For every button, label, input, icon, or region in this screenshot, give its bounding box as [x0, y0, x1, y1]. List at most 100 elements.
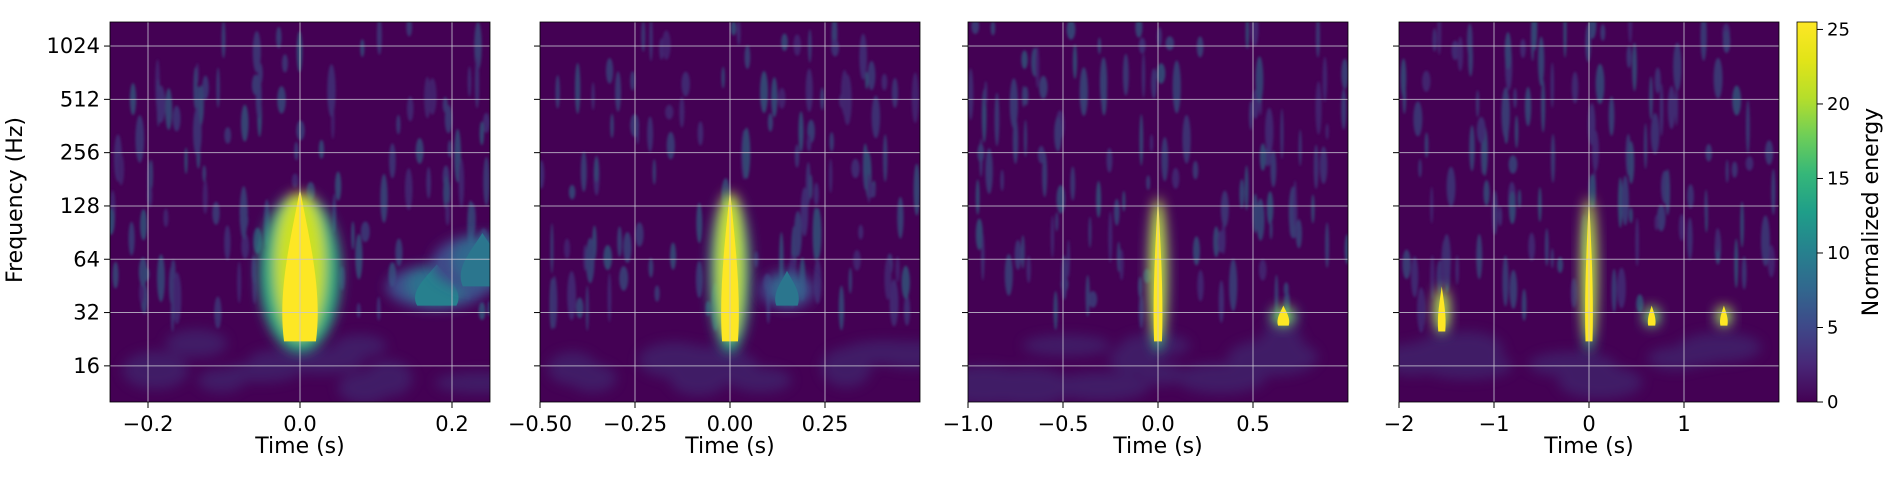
noise-streak [585, 285, 589, 332]
noise-streak [647, 116, 654, 153]
spectrogram-panel-3: −1.0 −0.5 0.0 0.5 Time (s) [943, 21, 1349, 459]
noise-streak [1502, 255, 1509, 307]
noise-streak [172, 272, 182, 324]
noise-streak [1050, 215, 1055, 259]
noise-streak [1674, 87, 1679, 126]
panel-body [110, 22, 490, 402]
haze-patch [1176, 362, 1266, 394]
noise-streak [736, 22, 741, 46]
noise-streak [1293, 180, 1297, 227]
noise-streak [1541, 79, 1546, 133]
noise-streak [635, 222, 644, 247]
noise-streak [1280, 108, 1284, 160]
noise-streak [237, 261, 242, 304]
noise-streak [458, 158, 465, 208]
noise-streak [1771, 168, 1776, 216]
noise-streak [291, 173, 299, 188]
noise-streak [829, 132, 834, 152]
noise-streak [975, 179, 980, 215]
noise-streak [1600, 24, 1606, 41]
noise-streak [567, 271, 577, 321]
noise-streak [360, 39, 365, 57]
noise-streak [1476, 233, 1483, 280]
noise-streak [1563, 22, 1567, 58]
noise-streak [221, 22, 226, 59]
colorbar-tick-label: 20 [1827, 94, 1850, 115]
noise-streak [1182, 114, 1191, 164]
noise-streak [813, 182, 819, 206]
x-tick-label: −1 [1479, 412, 1510, 436]
noise-streak [696, 202, 703, 244]
noise-streak [1732, 85, 1742, 116]
noise-streak [1072, 44, 1078, 80]
noise-streak [426, 167, 431, 199]
noise-streak [1026, 255, 1031, 284]
noise-streak [809, 174, 813, 200]
grid-lines [110, 22, 490, 402]
noise-streak [1611, 268, 1617, 313]
noise-streak [798, 111, 804, 153]
colorbar-ticks: 0 5 10 15 20 25 [1817, 19, 1850, 413]
noise-streak [828, 158, 833, 194]
noise-streak [603, 244, 613, 271]
noise-streak [781, 33, 788, 52]
y-axis-title-group: Frequency (Hz) [3, 117, 28, 283]
noise-texture [1400, 22, 1776, 333]
haze-patch [223, 362, 299, 383]
noise-streak [1344, 234, 1348, 265]
noise-streak [1550, 248, 1554, 269]
energy-blob [775, 270, 799, 306]
haze-patch [670, 365, 727, 396]
noise-streak [1255, 56, 1264, 104]
noise-streak [793, 210, 802, 258]
noise-streak [110, 208, 115, 235]
noise-streak [1741, 256, 1747, 290]
noise-streak [1172, 60, 1181, 114]
noise-streak [380, 173, 388, 223]
colorbar-tick-label: 5 [1827, 317, 1838, 338]
energy-blob-core [1277, 305, 1290, 326]
noise-streak [1517, 189, 1522, 208]
x-tick-label: −0.2 [123, 412, 174, 436]
noise-streak [730, 22, 737, 36]
noise-streak [594, 157, 599, 183]
noise-streak [1430, 255, 1435, 300]
energy-blob-core [1437, 286, 1446, 332]
noise-streak [1734, 238, 1739, 289]
noise-streak [1311, 194, 1315, 224]
haze-patch [1109, 344, 1160, 375]
noise-streak [1252, 193, 1258, 234]
noise-streak [1761, 215, 1770, 267]
noise-streak [156, 85, 166, 123]
noise-streak [1220, 190, 1229, 228]
noise-streak [881, 73, 888, 91]
noise-streak [253, 227, 262, 254]
noise-streak [820, 87, 825, 111]
noise-streak [1197, 270, 1204, 302]
noise-streak [679, 96, 685, 128]
noise-streak [193, 67, 198, 109]
spectrogram-panel-2: −0.50 −0.25 0.00 0.25 Time (s) [508, 21, 921, 459]
noise-streak [1649, 76, 1653, 120]
noise-streak [355, 233, 363, 280]
y-axis-ticks: 16 32 64 128 256 512 1024 [47, 34, 110, 378]
energy-blob [415, 264, 459, 306]
noise-streak [251, 255, 256, 284]
noise-streak [241, 104, 249, 142]
y-tick-label: 64 [73, 247, 100, 271]
noise-streak [1731, 161, 1738, 178]
noise-streak [871, 95, 881, 139]
x-tick-label: 0.25 [802, 412, 849, 436]
haze-patch [333, 334, 387, 358]
noise-streak [168, 266, 174, 305]
noise-streak [1508, 191, 1516, 225]
noise-streak [540, 160, 545, 189]
noise-streak [444, 104, 453, 134]
noise-streak [1665, 168, 1671, 216]
noise-streak [407, 96, 414, 122]
noise-streak [911, 72, 919, 124]
noise-streak [1139, 114, 1144, 166]
noise-streak [224, 127, 232, 144]
noise-streak [1106, 147, 1113, 173]
noise-streak [1418, 159, 1422, 178]
